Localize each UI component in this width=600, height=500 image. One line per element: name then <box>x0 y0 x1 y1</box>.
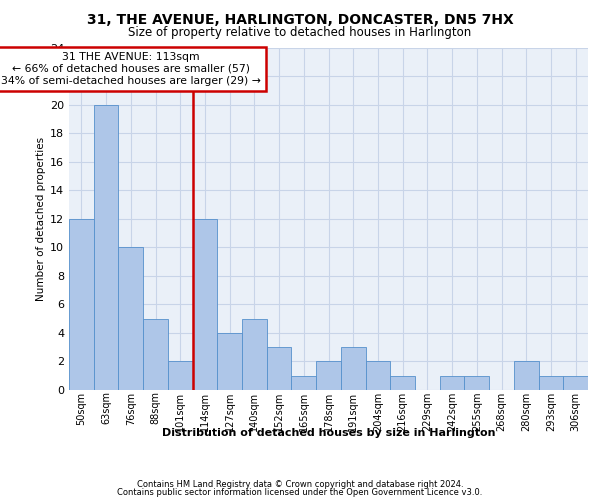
Bar <box>193 219 217 390</box>
Text: Contains HM Land Registry data © Crown copyright and database right 2024.: Contains HM Land Registry data © Crown c… <box>137 480 463 489</box>
Bar <box>168 362 193 390</box>
Bar <box>341 347 365 390</box>
Bar <box>143 318 168 390</box>
Bar <box>390 376 415 390</box>
Bar <box>464 376 489 390</box>
Bar <box>365 362 390 390</box>
Bar <box>118 248 143 390</box>
Text: 31 THE AVENUE: 113sqm
← 66% of detached houses are smaller (57)
34% of semi-deta: 31 THE AVENUE: 113sqm ← 66% of detached … <box>1 52 261 86</box>
Bar <box>440 376 464 390</box>
Text: Size of property relative to detached houses in Harlington: Size of property relative to detached ho… <box>128 26 472 39</box>
Bar <box>217 333 242 390</box>
Bar <box>514 362 539 390</box>
Y-axis label: Number of detached properties: Number of detached properties <box>36 136 46 301</box>
Text: Contains public sector information licensed under the Open Government Licence v3: Contains public sector information licen… <box>118 488 482 497</box>
Bar <box>242 318 267 390</box>
Text: Distribution of detached houses by size in Harlington: Distribution of detached houses by size … <box>162 428 496 438</box>
Bar <box>316 362 341 390</box>
Bar <box>69 219 94 390</box>
Bar <box>539 376 563 390</box>
Text: 31, THE AVENUE, HARLINGTON, DONCASTER, DN5 7HX: 31, THE AVENUE, HARLINGTON, DONCASTER, D… <box>86 12 514 26</box>
Bar <box>267 347 292 390</box>
Bar <box>94 104 118 390</box>
Bar <box>563 376 588 390</box>
Bar <box>292 376 316 390</box>
